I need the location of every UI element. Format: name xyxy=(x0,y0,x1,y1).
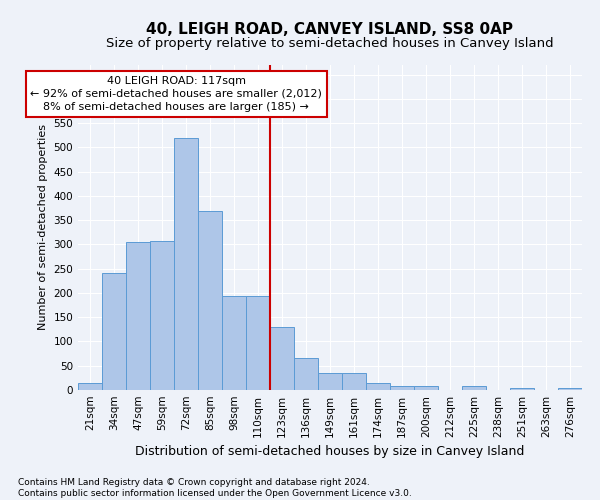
Bar xyxy=(102,272,126,390)
Text: 40, LEIGH ROAD, CANVEY ISLAND, SS8 0AP: 40, LEIGH ROAD, CANVEY ISLAND, SS8 0AP xyxy=(146,22,514,38)
Text: Size of property relative to semi-detached houses in Canvey Island: Size of property relative to semi-detach… xyxy=(106,38,554,51)
Bar xyxy=(318,373,342,390)
Bar xyxy=(414,386,438,390)
Bar xyxy=(246,296,270,390)
Bar xyxy=(150,240,174,390)
Bar xyxy=(462,386,486,390)
Bar xyxy=(558,388,582,390)
Bar xyxy=(342,373,366,390)
Y-axis label: Number of semi-detached properties: Number of semi-detached properties xyxy=(38,124,48,330)
Bar xyxy=(390,386,414,390)
Bar xyxy=(270,327,294,390)
Bar xyxy=(510,388,534,390)
Bar xyxy=(198,212,222,390)
Bar xyxy=(294,358,318,390)
Text: Contains HM Land Registry data © Crown copyright and database right 2024.
Contai: Contains HM Land Registry data © Crown c… xyxy=(18,478,412,498)
X-axis label: Distribution of semi-detached houses by size in Canvey Island: Distribution of semi-detached houses by … xyxy=(136,446,524,458)
Bar xyxy=(366,382,390,390)
Bar xyxy=(78,382,102,390)
Bar xyxy=(222,296,246,390)
Bar xyxy=(126,242,150,390)
Text: 40 LEIGH ROAD: 117sqm
← 92% of semi-detached houses are smaller (2,012)
8% of se: 40 LEIGH ROAD: 117sqm ← 92% of semi-deta… xyxy=(31,76,322,112)
Bar xyxy=(174,138,198,390)
